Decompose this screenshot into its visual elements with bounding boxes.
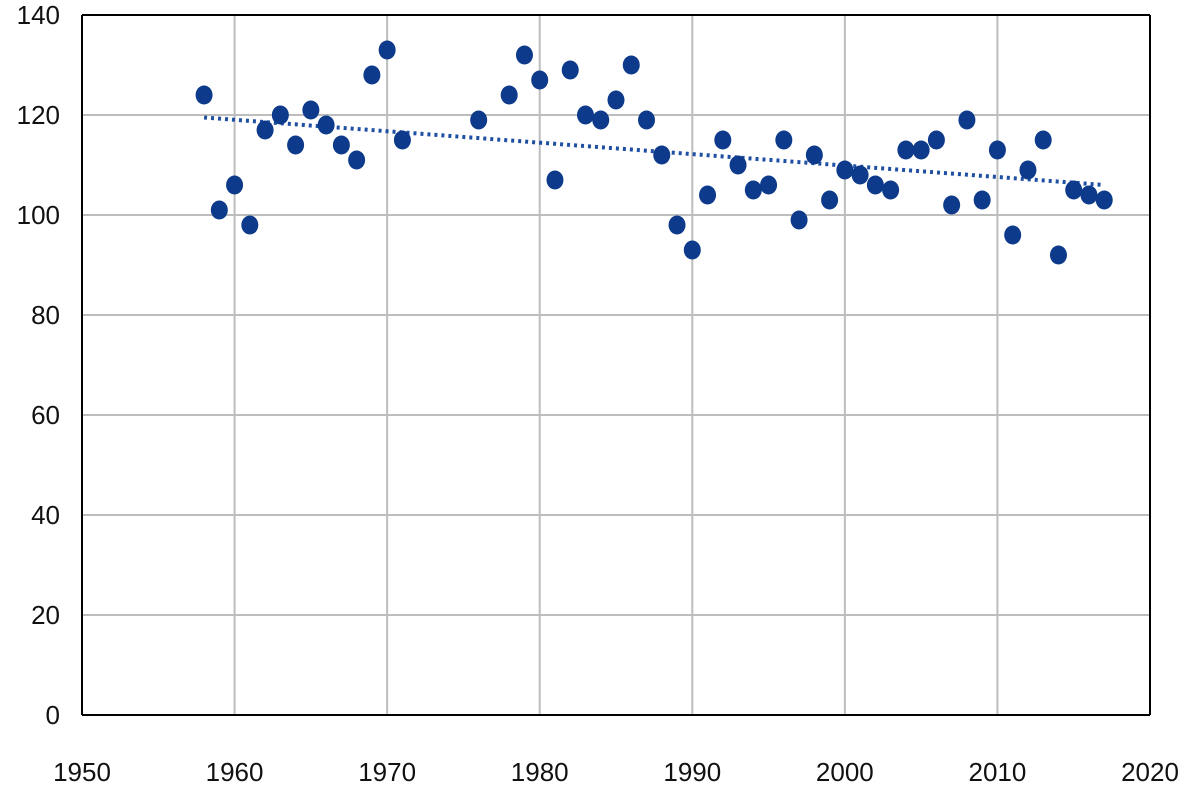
data-point <box>1019 160 1037 180</box>
data-point <box>1080 185 1098 205</box>
data-point <box>638 110 656 130</box>
data-point <box>988 140 1006 160</box>
y-tick-label: 40 <box>31 500 60 530</box>
data-point <box>1004 225 1022 245</box>
data-point <box>332 135 350 155</box>
data-point <box>531 70 549 90</box>
data-point <box>546 170 564 190</box>
data-point <box>851 165 869 185</box>
data-point <box>195 85 213 105</box>
data-point <box>607 90 625 110</box>
data-point <box>912 140 930 160</box>
data-point <box>1095 190 1113 210</box>
data-point <box>775 130 793 150</box>
data-point <box>897 140 915 160</box>
y-tick-label: 0 <box>46 700 60 730</box>
data-point <box>378 40 396 60</box>
data-point <box>714 130 732 150</box>
data-point <box>592 110 610 130</box>
data-point <box>805 145 823 165</box>
data-point <box>1065 180 1083 200</box>
y-tick-label: 60 <box>31 400 60 430</box>
data-point <box>256 120 274 140</box>
data-point <box>271 105 289 125</box>
y-tick-label: 80 <box>31 300 60 330</box>
x-tick-label: 2000 <box>816 757 874 787</box>
data-point <box>622 55 640 75</box>
data-point <box>943 195 961 215</box>
data-point <box>760 175 778 195</box>
x-tick-labels: 1950 1960 1970 1980 1990 2000 2010 2020 <box>53 757 1179 787</box>
data-point <box>515 45 533 65</box>
data-point <box>821 190 839 210</box>
data-points <box>195 40 1113 265</box>
data-point <box>668 215 686 235</box>
y-tick-label: 140 <box>17 0 60 30</box>
data-point <box>744 180 762 200</box>
data-point <box>699 185 717 205</box>
data-point <box>393 130 411 150</box>
data-point <box>287 135 305 155</box>
x-tick-label: 1960 <box>206 757 264 787</box>
data-point <box>653 145 671 165</box>
y-tick-label: 120 <box>17 100 60 130</box>
data-point <box>317 115 335 135</box>
data-point <box>1034 130 1052 150</box>
data-point <box>1049 245 1067 265</box>
y-tick-labels: 0 20 40 60 80 100 120 140 <box>17 0 60 730</box>
data-point <box>958 110 976 130</box>
x-tick-label: 2010 <box>969 757 1027 787</box>
x-tick-label: 1970 <box>358 757 416 787</box>
plot-background <box>82 15 1150 715</box>
x-tick-label: 2020 <box>1121 757 1179 787</box>
axes <box>81 14 1151 716</box>
data-point <box>348 150 366 170</box>
data-point <box>973 190 991 210</box>
data-point <box>866 175 884 195</box>
x-tick-label: 1990 <box>663 757 721 787</box>
data-point <box>302 100 320 120</box>
data-point <box>363 65 381 85</box>
data-point <box>729 155 747 175</box>
data-point <box>226 175 244 195</box>
data-point <box>470 110 488 130</box>
data-point <box>882 180 900 200</box>
y-tick-label: 20 <box>31 600 60 630</box>
x-tick-label: 1980 <box>511 757 569 787</box>
data-point <box>561 60 579 80</box>
data-point <box>500 85 518 105</box>
data-point <box>927 130 945 150</box>
data-point <box>241 215 259 235</box>
data-point <box>790 210 808 230</box>
y-tick-label: 100 <box>17 200 60 230</box>
data-point <box>210 200 228 220</box>
x-tick-label: 1950 <box>53 757 111 787</box>
data-point <box>683 240 701 260</box>
data-point <box>836 160 854 180</box>
data-point <box>576 105 594 125</box>
